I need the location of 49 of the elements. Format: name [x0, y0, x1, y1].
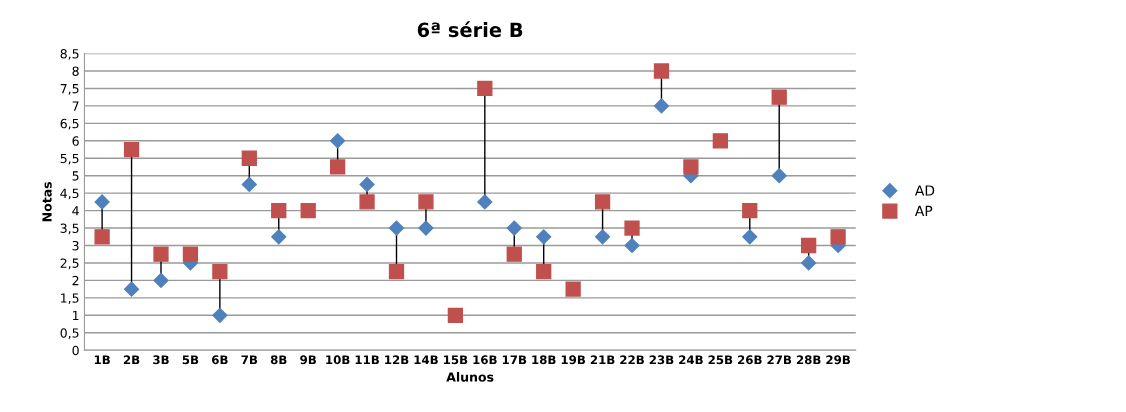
x-tick-label: 22B [620, 355, 644, 365]
legend-label: AP [914, 205, 933, 216]
x-tick-label: 7B [241, 355, 258, 365]
x-tick-label: 1B [94, 355, 110, 365]
x-tick-label: 5B [182, 355, 199, 365]
y-tick-label: 1,5 [61, 293, 79, 305]
x-tick-label: 11B [355, 355, 379, 365]
y-tick-label: 4,5 [60, 188, 79, 200]
y-tick-label: 0 [72, 345, 79, 356]
x-tick-label: 21B [590, 355, 615, 365]
x-tick-label: 16B [473, 355, 497, 365]
x-tick-label: 10B [326, 355, 350, 365]
chart-title: 6ª série B [417, 21, 523, 38]
x-tick-label: 2B [123, 355, 140, 365]
y-tick-label: 7,5 [60, 84, 79, 95]
y-tick-label: 0,5 [60, 328, 79, 339]
x-axis-title: Alunos [446, 372, 494, 382]
x-tick-label: 26B [738, 355, 762, 365]
x-tick-label: 6B [212, 355, 228, 365]
y-tick-label: 4 [72, 206, 79, 216]
y-tick-label: 2,5 [60, 258, 79, 270]
y-tick-label: 8 [72, 66, 79, 76]
y-tick-label: 5,5 [60, 153, 79, 165]
x-tick-label: 14B [414, 355, 438, 365]
y-tick-label: 6,5 [60, 118, 79, 130]
x-tick-label: 28B [796, 355, 821, 365]
x-tick-label: 15B [444, 355, 468, 365]
x-tick-label: 9B [300, 355, 316, 365]
y-tick-label: 3 [72, 240, 79, 251]
legend-label: AD [914, 185, 935, 196]
y-tick-label: 1 [73, 310, 79, 321]
x-tick-label: 3B [153, 355, 169, 365]
x-tick-label: 19B [561, 355, 586, 365]
y-tick-label: 8,5 [60, 49, 79, 60]
x-tick-label: 25B [708, 355, 733, 365]
y-tick-label: 5 [72, 171, 79, 181]
x-tick-label: 23B [649, 355, 674, 365]
x-tick-label: 8B [270, 355, 287, 365]
x-tick-label: 12B [385, 355, 409, 365]
y-tick-label: 7 [72, 101, 79, 111]
x-tick-label: 18B [532, 355, 556, 365]
x-tick-label: 17B [502, 355, 527, 365]
y-tick-label: 6 [72, 136, 79, 146]
y-axis-title: Notas [42, 182, 52, 222]
y-tick-label: 3,5 [60, 223, 79, 235]
x-tick-label: 27B [767, 355, 792, 365]
x-tick-label: 29B [826, 355, 850, 365]
x-tick-label: 24B [679, 355, 703, 365]
y-tick-label: 2 [72, 275, 79, 286]
